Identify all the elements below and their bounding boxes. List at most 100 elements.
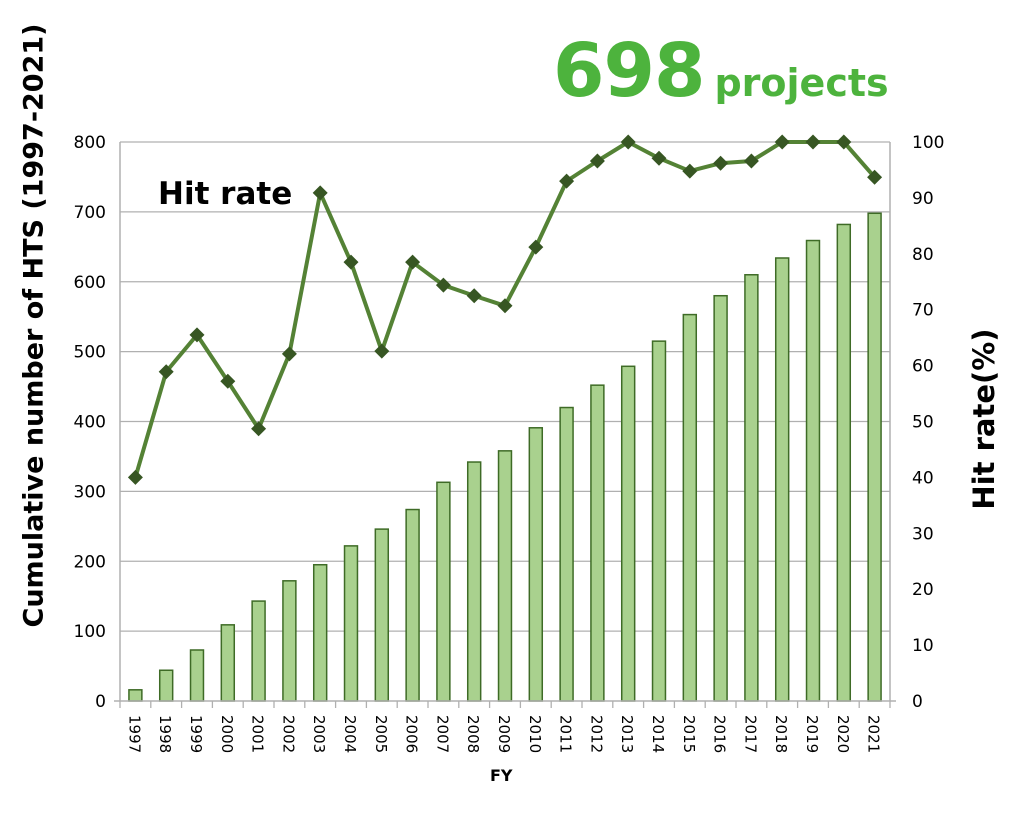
y-tick-label: 800 [74,133,106,153]
hit-rate-marker-1999 [189,327,205,343]
hit-rate-line [127,134,883,485]
bar-2013 [620,365,636,702]
hit-rate-marker-2020 [836,134,852,150]
hit-rate-marker-2005 [374,343,390,359]
bar-1999 [189,649,205,702]
x-tick-label: 1998 [156,715,174,753]
hit-rate-marker-2004 [343,254,359,270]
y2-tick-label: 0 [912,692,923,712]
hit-rate-marker-2007 [435,277,451,293]
bar-2004 [343,545,359,702]
x-tick-label: 2002 [279,715,297,753]
x-tick-label: 2001 [249,715,267,753]
bar-2016 [713,294,728,702]
x-tick-label: 1997 [125,715,143,753]
x-tick-label: 2005 [372,715,390,753]
bar-2002 [282,580,297,702]
bar-2008 [466,461,482,702]
y-axis-label-left: Cumulative number of HTS (1997-2021) [18,23,50,628]
hit-rate-marker-2013 [620,134,636,150]
x-tick-label: 2006 [403,715,421,753]
bar-2017 [744,274,759,702]
hit-rate-marker-1997 [127,469,143,485]
bar-2005 [374,528,390,702]
x-tick-label: 2010 [526,715,544,753]
x-tick-label: 2008 [464,715,482,753]
axes [114,142,896,708]
headline-unit: projects [714,61,889,105]
bar-2015 [682,313,698,702]
y-tick-label: 400 [74,413,106,433]
y2-tick-label: 30 [912,524,934,544]
y2-tick-label: 60 [912,357,934,377]
x-tick-label: 2012 [587,715,605,753]
y-tick-label: 500 [74,343,106,363]
hit-rate-marker-2001 [251,421,267,437]
hit-rate-marker-2009 [497,298,513,314]
hit-rate-marker-2000 [220,373,236,389]
x-tick-label: 2003 [310,715,328,753]
y-tick-label: 200 [74,552,106,572]
bar-2009 [497,450,513,702]
bar-2014 [651,340,667,702]
bar-2021 [867,212,882,702]
bar-2020 [836,223,852,702]
hit-rate-marker-2017 [743,153,759,169]
bars [128,212,882,702]
y2-tick-label: 80 [912,245,934,265]
y-tick-label: 0 [95,692,106,712]
hit-rate-marker-2019 [805,134,821,150]
bar-2012 [590,384,605,702]
bar-2010 [528,427,544,702]
y-tick-label: 600 [74,273,106,293]
hit-rate-marker-2006 [405,254,421,270]
hit-rate-marker-1998 [158,364,174,380]
hit-rate-marker-2003 [312,185,328,201]
tick-labels: 0 100 200 300 400 500 600 700 800 0 10 20 30 40 50 60 70… [74,133,945,753]
x-tick-label: 2015 [680,715,698,753]
y2-tick-label: 10 [912,636,934,656]
x-tick-label: 2019 [803,715,821,753]
bar-2011 [559,406,574,702]
hit-rate-marker-2010 [528,239,544,255]
x-tick-label: 2000 [218,715,236,753]
hit-rate-annotation: Hit rate [158,176,293,212]
x-tick-label: 2016 [711,715,729,753]
x-tick-label: 2011 [557,715,575,753]
x-tick-label: 2013 [618,715,636,753]
x-tick-label: 2009 [495,715,513,753]
y2-tick-label: 90 [912,189,934,209]
bar-1997 [128,689,143,702]
headline-value: 698 [553,28,705,114]
hit-rate-marker-2014 [651,150,667,166]
hit-rate-marker-2018 [774,134,790,150]
x-tick-label: 2004 [341,715,359,753]
hit-rate-marker-2021 [867,169,883,185]
hit-rate-marker-2016 [713,155,729,171]
bar-2019 [805,239,821,702]
hit-rate-marker-2002 [281,346,297,362]
x-tick-label: 2014 [649,715,667,753]
bar-2000 [220,624,236,702]
bar-2006 [405,508,420,702]
x-tick-label: 2007 [433,715,451,753]
y2-tick-label: 40 [912,468,934,488]
hit-rate-marker-2008 [466,288,482,304]
y2-tick-label: 50 [912,413,934,433]
x-tick-label: 2017 [741,715,759,753]
y2-tick-label: 20 [912,580,934,600]
x-tick-label: 2018 [772,715,790,753]
y-axis-label-right: Hit rate(%) [967,328,1001,510]
x-tick-label: 1999 [187,715,205,753]
x-axis-label: FY [490,766,513,785]
y-tick-label: 300 [74,482,106,502]
bar-1998 [158,669,174,702]
bar-2018 [774,257,790,702]
y-tick-label: 100 [74,622,106,642]
headline: 698 projects [553,28,889,114]
y2-tick-label: 100 [912,133,944,153]
x-tick-label: 2020 [834,715,852,753]
x-tick-label: 2021 [865,715,883,753]
bar-2001 [251,600,266,702]
